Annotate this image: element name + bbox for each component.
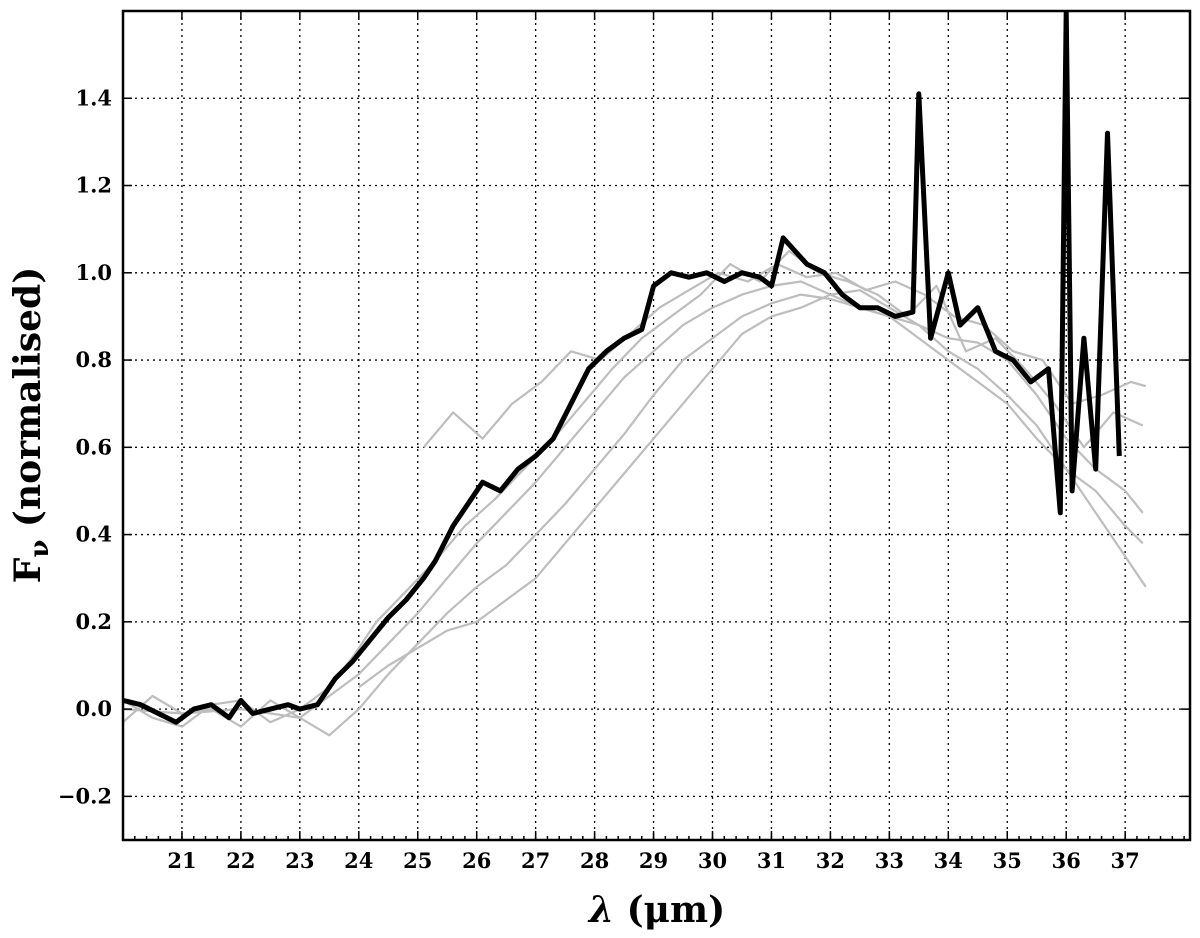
y-tick-label: 1.4 (75, 85, 112, 110)
x-tick-label: 32 (816, 848, 845, 873)
x-tick-label: 23 (285, 848, 314, 873)
x-tick-label: 35 (993, 848, 1022, 873)
y-tick-label: 0.0 (75, 696, 112, 721)
y-axis-main: F (7, 557, 49, 583)
x-tick-label: 21 (167, 848, 196, 873)
x-tick-label: 31 (757, 848, 786, 873)
individual-spectra (123, 249, 1147, 737)
x-tick-label: 30 (698, 848, 727, 873)
axis-ticks (122, 11, 1190, 840)
x-axis-symbol: λ (587, 889, 614, 931)
y-tick-label: 0.4 (75, 522, 112, 547)
x-axis-title: λ (μm) (587, 889, 725, 931)
y-tick-label: 0.6 (75, 434, 112, 459)
x-tick-label: 27 (521, 848, 550, 873)
x-tick-label: 25 (403, 848, 432, 873)
x-tick-label: 29 (639, 848, 668, 873)
individual-spectrum-line (123, 280, 1144, 728)
individual-spectrum-line (123, 293, 1144, 737)
individual-spectrum-line (422, 263, 1147, 449)
x-tick-labels: 21 22 23 24 25 26 27 28 29 30 31 32 33 34 35 36 37 (167, 848, 1139, 873)
x-tick-label: 34 (934, 848, 963, 873)
y-tick-label: −0.2 (58, 783, 112, 808)
individual-spectrum-line (123, 249, 1144, 728)
y-tick-labels: −0.2 0.0 0.2 0.4 0.6 0.8 1.0 1.2 1.4 (58, 85, 112, 808)
y-tick-label: 0.2 (75, 609, 112, 634)
mean-spectrum-line (123, 11, 1122, 725)
y-tick-label: 1.0 (75, 260, 112, 285)
y-axis-subscript: ν (25, 540, 55, 558)
x-tick-label: 33 (875, 848, 904, 873)
y-axis-rest: (normalised) (7, 267, 49, 540)
x-tick-label: 37 (1111, 848, 1140, 873)
mean-spectrum (123, 11, 1122, 725)
grid (123, 11, 1190, 840)
x-axis-unit: (μm) (627, 889, 726, 931)
y-tick-label: 1.2 (75, 173, 112, 198)
y-tick-label: 0.8 (75, 347, 112, 372)
x-tick-label: 28 (580, 848, 609, 873)
x-tick-label: 36 (1052, 848, 1081, 873)
x-tick-label: 24 (344, 848, 373, 873)
y-axis-title: Fν (normalised) (7, 267, 55, 583)
x-tick-label: 22 (226, 848, 255, 873)
x-tick-label: 26 (462, 848, 491, 873)
individual-spectrum-line (358, 293, 1147, 689)
plot-frame (121, 9, 1192, 842)
